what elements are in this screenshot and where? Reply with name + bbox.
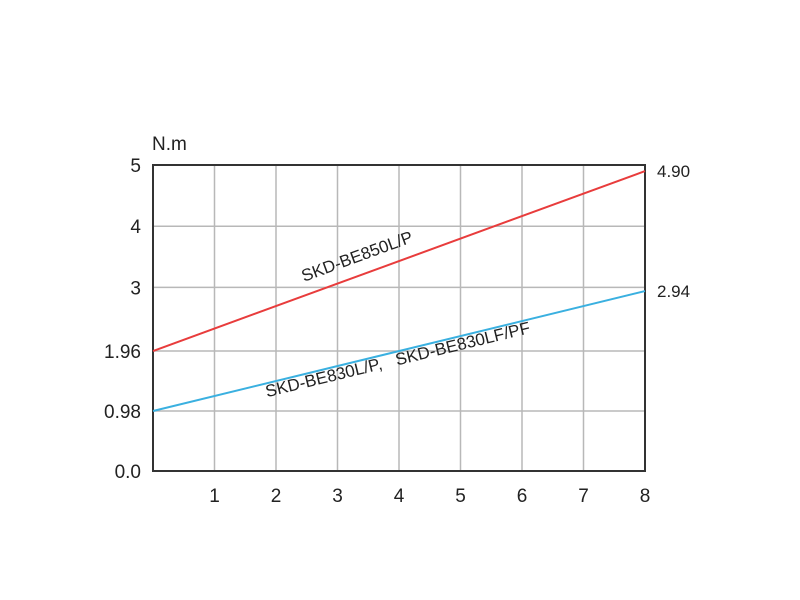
x-tick-label-3: 3 xyxy=(332,486,343,507)
x-tick-labels: 1 2 3 4 5 6 7 8 xyxy=(209,486,650,507)
y-tick-label-0.0: 0.0 xyxy=(115,462,141,483)
series-line-1 xyxy=(152,170,646,352)
grid-lines xyxy=(153,165,645,471)
x-tick-label-5: 5 xyxy=(455,486,466,507)
x-tick-label-1: 1 xyxy=(209,486,220,507)
end-value-labels: 4.90 2.94 xyxy=(657,162,690,301)
x-tick-label-6: 6 xyxy=(517,486,528,507)
x-tick-label-2: 2 xyxy=(271,486,282,507)
y-tick-label-4: 4 xyxy=(130,217,141,238)
end-value-label-2: 2.94 xyxy=(657,282,690,301)
y-tick-label-1.96: 1.96 xyxy=(104,342,141,363)
x-tick-label-7: 7 xyxy=(578,486,589,507)
series-line-2 xyxy=(152,290,646,412)
y-axis-unit-label: N.m xyxy=(152,134,187,155)
series-group xyxy=(152,170,646,412)
series-name-label-2: SKD-BE830L/P, SKD-BE830LF/PF xyxy=(263,318,532,401)
y-tick-label-0.98: 0.98 xyxy=(104,402,141,423)
y-tick-label-3: 3 xyxy=(130,278,141,299)
y-tick-labels: 0.0 0.98 1.96 3 4 5 xyxy=(104,156,141,483)
x-tick-label-8: 8 xyxy=(640,486,651,507)
x-tick-label-4: 4 xyxy=(394,486,405,507)
plot-frame xyxy=(152,164,646,472)
end-value-label-1: 4.90 xyxy=(657,162,690,181)
y-tick-label-5: 5 xyxy=(130,156,141,177)
